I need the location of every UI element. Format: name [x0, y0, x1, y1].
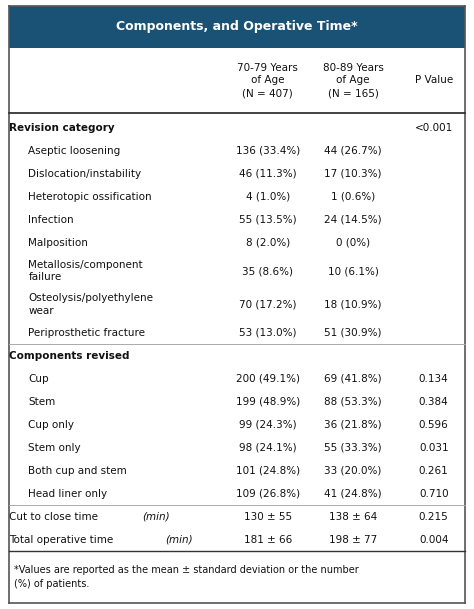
Text: Periprosthetic fracture: Periprosthetic fracture — [28, 328, 146, 337]
Text: Both cup and stem: Both cup and stem — [28, 466, 127, 476]
Text: Cup: Cup — [28, 373, 49, 384]
Text: 8 (2.0%): 8 (2.0%) — [246, 238, 290, 248]
Text: 130 ± 55: 130 ± 55 — [244, 512, 292, 522]
Text: 136 (33.4%): 136 (33.4%) — [236, 146, 300, 156]
Text: 88 (53.3%): 88 (53.3%) — [324, 396, 382, 407]
Text: 70-79 Years
of Age
(N = 407): 70-79 Years of Age (N = 407) — [237, 63, 298, 98]
Text: <0.001: <0.001 — [415, 123, 453, 133]
Text: 109 (26.8%): 109 (26.8%) — [236, 488, 300, 499]
Text: 200 (49.1%): 200 (49.1%) — [236, 373, 300, 384]
Text: Malposition: Malposition — [28, 238, 88, 248]
Text: Aseptic loosening: Aseptic loosening — [28, 146, 121, 156]
Text: 69 (41.8%): 69 (41.8%) — [324, 373, 382, 384]
Text: 181 ± 66: 181 ± 66 — [244, 535, 292, 544]
Text: 0 (0%): 0 (0%) — [336, 238, 370, 248]
Text: 33 (20.0%): 33 (20.0%) — [324, 466, 382, 476]
Text: 0.261: 0.261 — [419, 466, 448, 476]
Text: 1 (0.6%): 1 (0.6%) — [331, 192, 375, 202]
Text: 4 (1.0%): 4 (1.0%) — [246, 192, 290, 202]
Text: Heterotopic ossification: Heterotopic ossification — [28, 192, 152, 202]
Text: 70 (17.2%): 70 (17.2%) — [239, 300, 297, 309]
Text: 55 (13.5%): 55 (13.5%) — [239, 215, 297, 225]
Text: Metallosis/component
failure: Metallosis/component failure — [28, 260, 143, 282]
Text: 46 (11.3%): 46 (11.3%) — [239, 169, 297, 179]
Text: (min): (min) — [165, 535, 192, 544]
Text: 0.710: 0.710 — [419, 488, 448, 499]
Text: 35 (8.6%): 35 (8.6%) — [242, 266, 293, 276]
Text: 44 (26.7%): 44 (26.7%) — [324, 146, 382, 156]
Text: 198 ± 77: 198 ± 77 — [329, 535, 377, 544]
Text: Components, and Operative Time*: Components, and Operative Time* — [116, 20, 358, 33]
Text: Cup only: Cup only — [28, 420, 74, 429]
Text: Infection: Infection — [28, 215, 74, 225]
Text: Components revised: Components revised — [9, 351, 130, 361]
Text: Stem only: Stem only — [28, 443, 81, 452]
Text: 41 (24.8%): 41 (24.8%) — [324, 488, 382, 499]
Text: 0.031: 0.031 — [419, 443, 448, 452]
Text: 53 (13.0%): 53 (13.0%) — [239, 328, 297, 337]
Text: 98 (24.1%): 98 (24.1%) — [239, 443, 297, 452]
Text: P Value: P Value — [415, 76, 453, 85]
Text: 199 (48.9%): 199 (48.9%) — [236, 396, 300, 407]
Text: Head liner only: Head liner only — [28, 488, 108, 499]
Text: 55 (33.3%): 55 (33.3%) — [324, 443, 382, 452]
FancyBboxPatch shape — [9, 6, 465, 48]
Text: 0.215: 0.215 — [419, 512, 448, 522]
Text: Total operative time: Total operative time — [9, 535, 117, 544]
Text: 10 (6.1%): 10 (6.1%) — [328, 266, 379, 276]
Text: 51 (30.9%): 51 (30.9%) — [324, 328, 382, 337]
Text: Dislocation/instability: Dislocation/instability — [28, 169, 142, 179]
Text: 0.596: 0.596 — [419, 420, 448, 429]
Text: 80-89 Years
of Age
(N = 165): 80-89 Years of Age (N = 165) — [323, 63, 383, 98]
Text: (min): (min) — [143, 512, 170, 522]
Text: Revision category: Revision category — [9, 123, 115, 133]
Text: Cut to close time: Cut to close time — [9, 512, 102, 522]
Text: 0.134: 0.134 — [419, 373, 448, 384]
Text: 24 (14.5%): 24 (14.5%) — [324, 215, 382, 225]
Text: 36 (21.8%): 36 (21.8%) — [324, 420, 382, 429]
Text: 17 (10.3%): 17 (10.3%) — [324, 169, 382, 179]
Text: 0.004: 0.004 — [419, 535, 448, 544]
Text: 99 (24.3%): 99 (24.3%) — [239, 420, 297, 429]
Text: 18 (10.9%): 18 (10.9%) — [324, 300, 382, 309]
Text: 138 ± 64: 138 ± 64 — [329, 512, 377, 522]
Text: Stem: Stem — [28, 396, 55, 407]
Text: 0.384: 0.384 — [419, 396, 448, 407]
Text: Osteolysis/polyethylene
wear: Osteolysis/polyethylene wear — [28, 293, 154, 315]
Text: *Values are reported as the mean ± standard deviation or the number
(%) of patie: *Values are reported as the mean ± stand… — [14, 565, 359, 589]
Text: 101 (24.8%): 101 (24.8%) — [236, 466, 300, 476]
